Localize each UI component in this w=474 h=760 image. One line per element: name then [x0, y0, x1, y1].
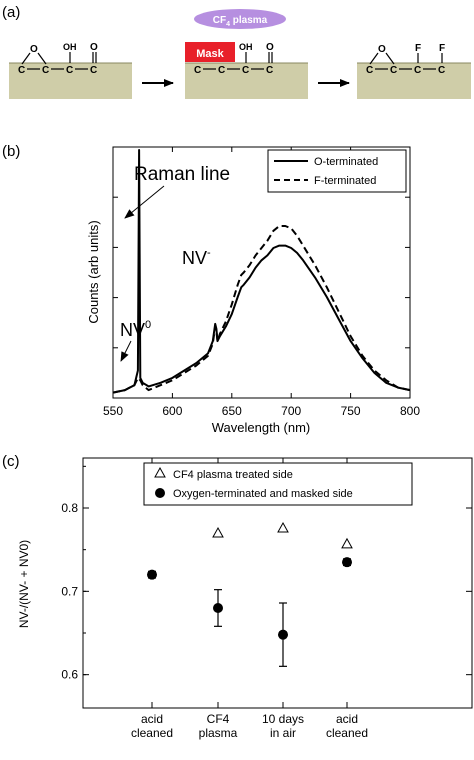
series-line-o-terminated	[112, 149, 411, 394]
series-line-f-terminated	[112, 225, 411, 394]
spectra	[112, 149, 411, 394]
cf4-plasma-point	[277, 521, 289, 533]
carbon-2: C	[42, 65, 49, 76]
panel-a: (a) CF4 plasma C C C C O OH O	[2, 4, 471, 99]
carbon-1: C	[18, 65, 25, 76]
x-axis-label-b: Wavelength (nm)	[212, 420, 311, 435]
x-tick-label-b: 650	[222, 404, 242, 418]
fluorine-2: F	[439, 43, 445, 54]
carbon-4: C	[90, 65, 97, 76]
raman-arrow	[124, 185, 165, 219]
epoxide-oxygen: O	[30, 44, 38, 55]
carbon-2: C	[390, 65, 397, 76]
legend-marker-oxygen	[155, 488, 165, 498]
surface-masked: Mask C C C C OH O	[185, 42, 308, 99]
y-axis-c: 0.6 0.7 0.8	[61, 465, 472, 682]
legend-label-f-terminated: F-terminated	[314, 175, 376, 187]
nv-minus-label: NV-	[182, 247, 211, 268]
y-axis-label-c: NV-/(NV- + NV0)	[17, 540, 31, 628]
carbon-3: C	[66, 65, 73, 76]
panel-b-label: (b)	[2, 143, 20, 160]
raman-line-label: Raman line	[134, 164, 230, 185]
cf4-plasma-point	[341, 537, 353, 549]
mask-label: Mask	[196, 48, 224, 60]
carbon-4: C	[266, 65, 273, 76]
cf4-plasma-point	[212, 526, 224, 538]
panel-b: (b) 550 600 650 700 750 800 Wavelength (nm) C…	[2, 143, 420, 435]
x-category-label: CF4	[207, 712, 230, 726]
y-tick-label-c: 0.7	[61, 584, 78, 598]
x-tick-label-b: 550	[103, 404, 123, 418]
x-tick-label-b: 800	[400, 404, 420, 418]
carbon-2: C	[218, 65, 225, 76]
x-category-label: acid	[141, 712, 163, 726]
oxygen-terminated-point	[278, 629, 288, 640]
mask-block	[185, 42, 235, 62]
panel-a-label: (a)	[2, 4, 20, 21]
x-category-label: plasma	[199, 726, 238, 740]
legend-marker-cf4	[154, 466, 166, 478]
carbon-3: C	[414, 65, 421, 76]
oxygen-terminated-point	[342, 557, 352, 568]
carbon-3: C	[242, 65, 249, 76]
x-category-label: cleaned	[131, 726, 173, 740]
y-tick-label-c: 0.6	[61, 668, 78, 682]
y-axis-label-b: Counts (arb units)	[86, 220, 101, 323]
epoxide-oxygen: O	[378, 44, 386, 55]
x-tick-label-b: 700	[281, 404, 301, 418]
x-tick-label-b: 750	[341, 404, 361, 418]
legend-c: CF4 plasma treated side Oxygen-terminate…	[143, 462, 413, 506]
x-category-label: 10 days	[262, 712, 304, 726]
carbonyl-oxygen: O	[266, 42, 274, 53]
nv-zero-arrow	[120, 340, 132, 362]
fluorine-1: F	[415, 43, 421, 54]
y-axis-ticks-b	[113, 196, 410, 349]
nv-zero-label: NV0	[120, 319, 151, 340]
plasma-label: CF4 plasma	[213, 15, 268, 28]
oxygen-terminated-point	[147, 569, 157, 580]
hydroxyl-group: OH	[63, 42, 77, 52]
legend-label-oxygen: Oxygen-terminated and masked side	[173, 488, 353, 500]
legend-label-cf4: CF4 plasma treated side	[173, 469, 293, 481]
x-tick-label-b: 600	[162, 404, 182, 418]
panel-c-label: (c)	[2, 453, 20, 470]
plot-frame-c	[82, 457, 473, 709]
carbon-1: C	[194, 65, 201, 76]
x-category-label: cleaned	[326, 726, 368, 740]
plasma-ellipse: CF4 plasma	[194, 9, 286, 29]
surface-initial: C C C C O OH O	[9, 42, 132, 99]
x-axis-b: 550 600 650 700 750 800	[103, 147, 420, 418]
x-category-label: acid	[336, 712, 358, 726]
carbonyl-oxygen: O	[90, 42, 98, 53]
legend-b: O-terminated F-terminated	[267, 149, 407, 193]
ratio-points	[147, 521, 353, 667]
x-category-label: in air	[270, 726, 296, 740]
oxygen-terminated-point	[213, 603, 223, 613]
carbon-1: C	[366, 65, 373, 76]
hydroxyl-group: OH	[239, 42, 253, 52]
surface-fluorinated: C C C C O F F	[357, 43, 471, 99]
carbon-4: C	[438, 65, 445, 76]
legend-label-o-terminated: O-terminated	[314, 156, 378, 168]
plot-frame-b	[112, 146, 411, 399]
y-tick-label-c: 0.8	[61, 501, 78, 515]
